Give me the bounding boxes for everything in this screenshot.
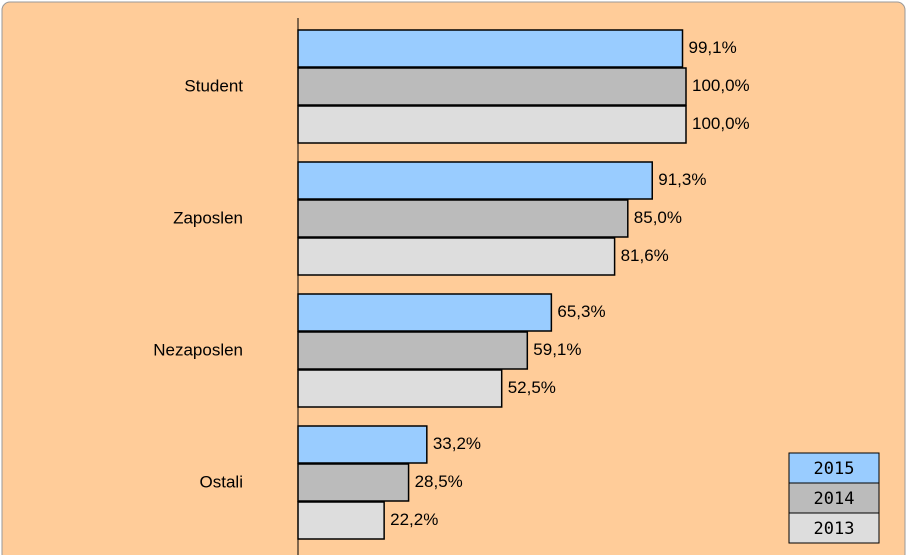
legend-swatch: [788, 452, 880, 484]
y-tick-label: Ostali: [200, 472, 243, 491]
bar: [297, 293, 553, 332]
bar: [297, 105, 687, 144]
data-label: 33,2%: [433, 434, 481, 453]
bar: [297, 463, 410, 502]
legend-swatch: [788, 512, 880, 544]
bar: [297, 237, 616, 276]
bar: [297, 501, 385, 540]
data-label: 28,5%: [415, 472, 463, 491]
bar: [297, 161, 653, 200]
data-label: 99,1%: [689, 38, 737, 57]
data-label: 65,3%: [557, 302, 605, 321]
data-label: 22,2%: [390, 510, 438, 529]
legend-label: 2015: [814, 459, 855, 479]
data-label: 52,5%: [508, 378, 556, 397]
bar: [297, 199, 629, 238]
data-label: 100,0%: [692, 76, 750, 95]
bar: [297, 369, 503, 408]
y-tick-label: Student: [184, 76, 243, 95]
legend-swatch: [788, 482, 880, 514]
legend-label: 2013: [814, 519, 855, 539]
data-label: 81,6%: [621, 246, 669, 265]
bar: [297, 425, 428, 464]
data-label: 59,1%: [533, 340, 581, 359]
bar: [297, 67, 687, 106]
bar: [297, 29, 684, 68]
y-tick-label: Zaposlen: [173, 208, 243, 227]
legend-label: 2014: [814, 489, 855, 509]
y-tick-label: Nezaposlen: [153, 340, 243, 359]
data-label: 100,0%: [692, 114, 750, 133]
data-label: 85,0%: [634, 208, 682, 227]
data-label: 91,3%: [658, 170, 706, 189]
bar: [297, 331, 529, 370]
